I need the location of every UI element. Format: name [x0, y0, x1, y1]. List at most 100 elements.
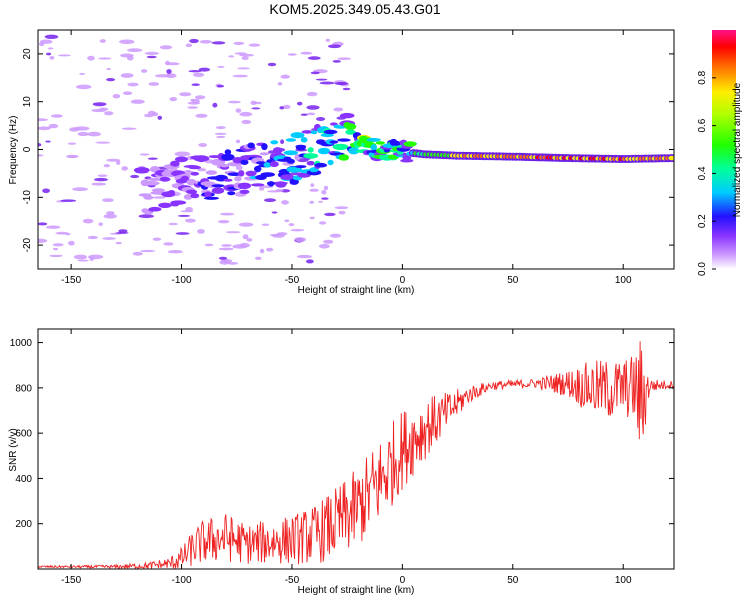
trace-blob: [186, 178, 197, 186]
noise-blob: [102, 237, 116, 240]
noise-blob: [77, 259, 89, 262]
trace-blob: [168, 190, 175, 195]
noise-blob: [191, 83, 200, 86]
noise-blob: [166, 69, 172, 74]
noise-blob: [241, 56, 249, 60]
noise-blob: [266, 247, 274, 252]
noise-blob: [235, 108, 242, 113]
noise-blob: [251, 107, 261, 110]
trace-blob: [159, 176, 171, 182]
noise-blob: [306, 105, 320, 110]
trace-blob: [339, 112, 355, 119]
trace-blob: [307, 147, 314, 153]
noise-blob: [60, 199, 77, 202]
noise-blob: [221, 244, 233, 247]
trace-blob: [261, 143, 268, 151]
noise-blob: [192, 72, 205, 78]
colorbar-ticks: 0.0 0.2 0.4 0.6 0.8: [697, 70, 716, 276]
noise-blob: [139, 249, 156, 253]
noise-blob: [283, 104, 291, 110]
noise-blob: [259, 248, 265, 254]
noise-blob: [169, 97, 178, 102]
noise-blob: [72, 187, 88, 192]
noise-blob: [290, 229, 305, 232]
noise-blob: [323, 185, 329, 191]
noise-blob: [174, 151, 191, 157]
noise-blob: [121, 127, 137, 130]
noise-blob: [216, 135, 226, 139]
trace-blob: [227, 191, 236, 196]
noise-blob: [116, 160, 121, 166]
noise-blob: [104, 111, 114, 116]
spectrogram-y-ticks: -20 -10 0 10 20: [22, 48, 674, 252]
noise-blob: [91, 182, 107, 186]
noise-blob: [106, 211, 115, 215]
colorbar: 0.0 0.2 0.4 0.6 0.8 Normalized spectral ampl…: [697, 30, 743, 276]
snr-y-ticks: 200 400 600 800 1000: [10, 338, 674, 530]
noise-blob: [306, 259, 314, 264]
noise-blob: [159, 45, 173, 50]
trace-blob: [301, 130, 314, 134]
trace-blob: [147, 177, 163, 182]
noise-blob: [87, 235, 99, 240]
trace-blob: [329, 140, 339, 144]
trace-blob: [668, 155, 674, 161]
trace-blob: [170, 160, 180, 167]
noise-blob: [175, 232, 190, 235]
noise-blob: [235, 139, 241, 144]
noise-blob: [307, 112, 316, 116]
noise-blob: [306, 91, 318, 97]
trace-blob: [256, 161, 266, 165]
x-tick-label: 0: [400, 275, 406, 286]
trace-blob: [295, 165, 307, 169]
noise-blob: [316, 117, 326, 121]
noise-blob: [79, 72, 86, 75]
snr-panel: -150 -100 -50 0 50 100 200 400 600 800 1000 Heigh…: [8, 328, 675, 596]
trace-blob: [211, 184, 225, 188]
x-tick-label: 50: [507, 575, 519, 586]
trace-blob: [148, 206, 162, 212]
trace-blob: [286, 166, 302, 173]
noise-blob: [300, 51, 313, 55]
x-tick-label: -100: [172, 575, 192, 586]
noise-blob: [215, 126, 226, 130]
noise-blob: [318, 244, 330, 249]
trace-blob: [275, 181, 287, 188]
noise-blob: [233, 41, 245, 46]
noise-blob: [226, 231, 241, 234]
spectrogram-blobs: [38, 34, 674, 265]
noise-blob: [119, 39, 135, 45]
noise-blob: [264, 198, 276, 203]
trace-blob: [190, 171, 200, 176]
trace-blob: [260, 172, 275, 178]
noise-blob: [92, 102, 107, 107]
x-tick-label: 50: [507, 275, 519, 286]
trace-blob: [283, 150, 299, 156]
noise-blob: [321, 197, 329, 200]
trace-blob: [183, 194, 193, 200]
noise-blob: [310, 71, 320, 75]
noise-blob: [232, 244, 248, 249]
noise-blob: [106, 78, 116, 82]
noise-blob: [228, 55, 235, 58]
noise-blob: [185, 207, 194, 212]
noise-blob: [197, 168, 207, 172]
trace-blob: [151, 188, 165, 193]
noise-blob: [280, 74, 290, 79]
noise-blob: [42, 188, 50, 194]
noise-blob: [216, 84, 225, 88]
noise-blob: [325, 38, 330, 42]
noise-blob: [122, 91, 133, 95]
y-tick-label: -20: [22, 237, 33, 252]
noise-blob: [57, 54, 71, 57]
snr-series-line: [38, 341, 674, 569]
x-tick-label: -150: [61, 575, 81, 586]
noise-blob: [139, 153, 150, 156]
trace-blob: [185, 169, 192, 173]
noise-blob: [46, 52, 52, 56]
noise-blob: [48, 123, 59, 129]
snr-x-ticks: -150 -100 -50 0 50 100: [61, 329, 632, 586]
y-tick-label: 20: [22, 48, 33, 60]
noise-blob: [211, 41, 226, 45]
trace-blob: [269, 161, 279, 168]
